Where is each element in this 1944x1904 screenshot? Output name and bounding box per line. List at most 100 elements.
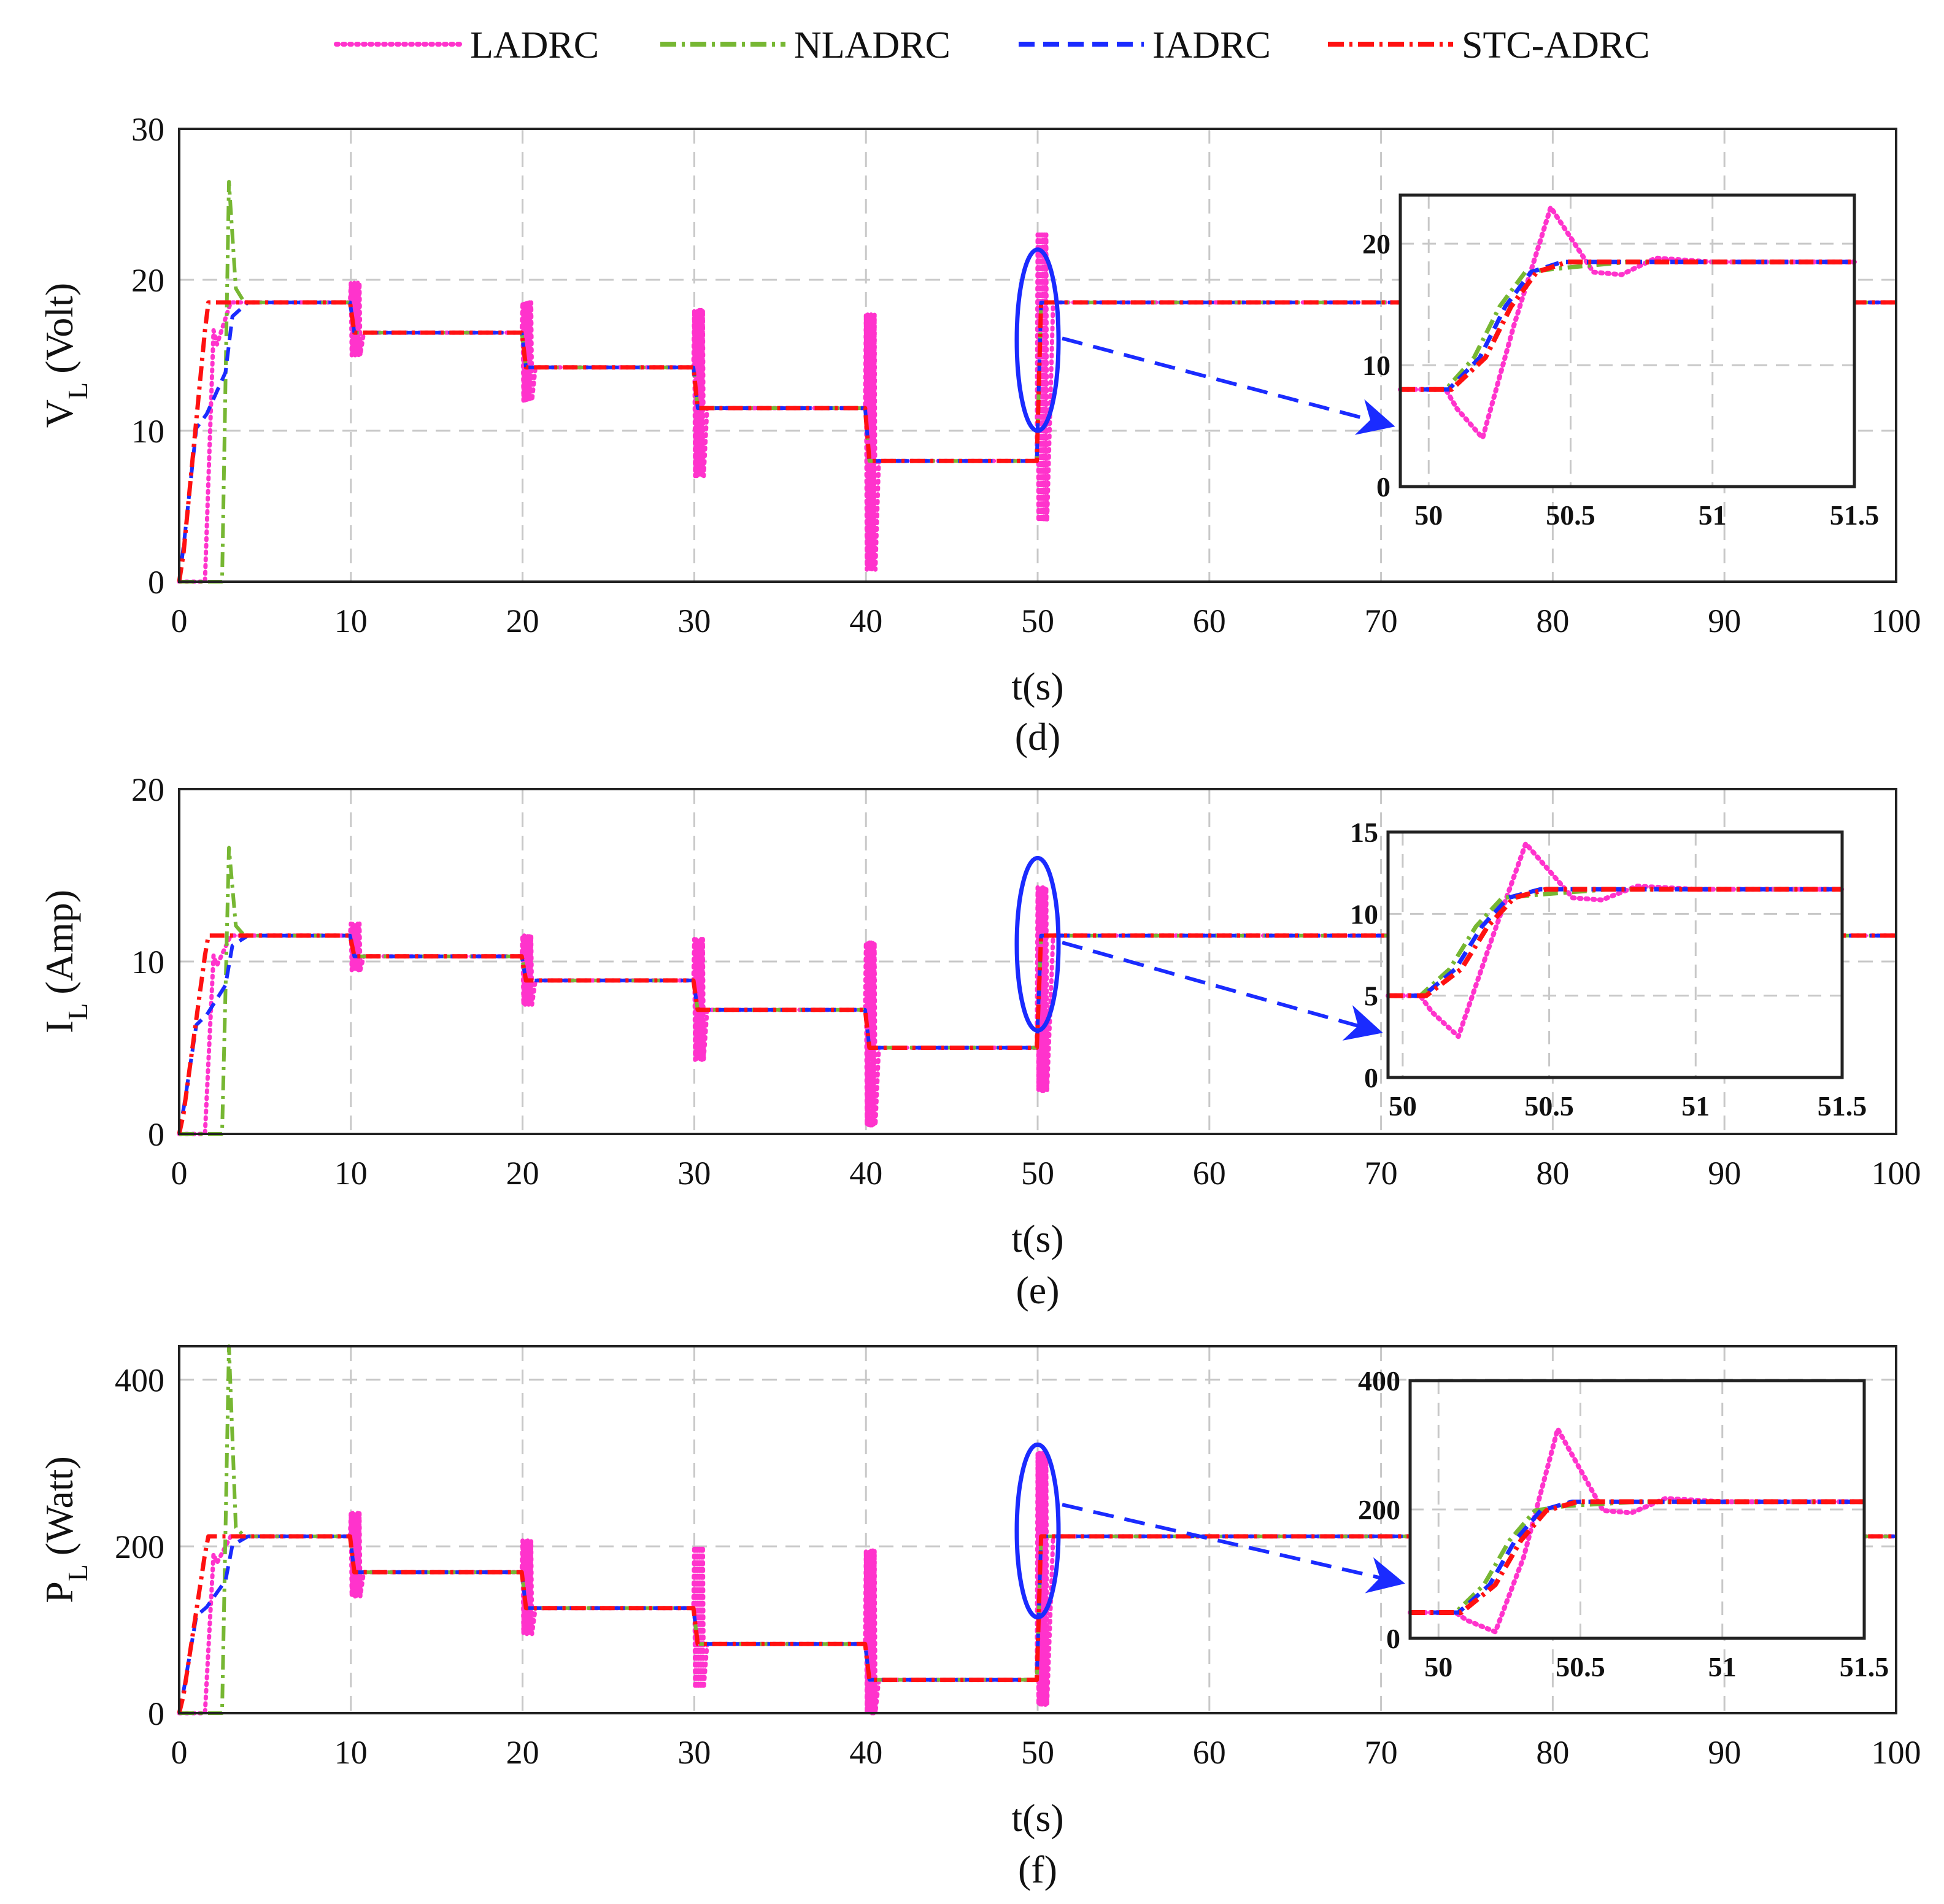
x-tick-labels: 0 10 20 30 40 50 60 70 80 90 100 bbox=[171, 603, 1921, 639]
inset-y-tick-label: 0 bbox=[1386, 1623, 1400, 1654]
inset-series-line-stc-adrc bbox=[1388, 887, 1842, 998]
x-tick-label: 40 bbox=[849, 1734, 882, 1771]
x-tick-label: 70 bbox=[1365, 1155, 1398, 1192]
y-axis-label: IL (Amp) bbox=[37, 890, 93, 1033]
series-line-iadrc bbox=[177, 300, 1896, 582]
legend-label-iadrc: IADRC bbox=[1152, 25, 1271, 66]
x-tick-labels: 0 10 20 30 40 50 60 70 80 90 100 bbox=[171, 1155, 1921, 1192]
y-tick-labels: 0 200 400 bbox=[115, 1362, 164, 1732]
inset-series-line-nladrc bbox=[1388, 887, 1842, 998]
inset-x-tick-labels: 50 50.5 51 51.5 bbox=[1414, 499, 1879, 531]
inset-series bbox=[1408, 1426, 1867, 1635]
y-tick-label: 400 bbox=[115, 1362, 164, 1398]
x-tick-label: 80 bbox=[1536, 1155, 1569, 1192]
main-axes-frame bbox=[178, 128, 1897, 583]
x-tick-label: 90 bbox=[1708, 603, 1741, 639]
inset-series-line-ladrc bbox=[1398, 204, 1857, 441]
inset-y-tick-labels: 0 10 20 bbox=[1362, 228, 1390, 503]
y-tick-label: 20 bbox=[131, 771, 164, 808]
inset-y-tick-label: 200 bbox=[1358, 1494, 1400, 1525]
x-axis-label: t(s) bbox=[1011, 665, 1063, 708]
y-tick-label: 0 bbox=[148, 1695, 164, 1732]
x-tick-label: 100 bbox=[1872, 603, 1921, 639]
y-tick-label: 0 bbox=[148, 564, 164, 601]
x-tick-label: 0 bbox=[171, 603, 188, 639]
y-label-main: I bbox=[37, 1020, 81, 1033]
inset-x-tick-label: 51 bbox=[1699, 499, 1727, 531]
x-axis-label: t(s) bbox=[1011, 1796, 1063, 1840]
x-tick-label: 20 bbox=[506, 1155, 539, 1192]
inset-x-tick-label: 51.5 bbox=[1840, 1651, 1889, 1682]
legend: LADRC NLADRC IADRC STC-ADRC bbox=[334, 25, 1650, 66]
zoom-inset: 50 50.5 51 51.5 0 200 400 bbox=[1358, 1365, 1889, 1682]
inset-background bbox=[1400, 195, 1854, 487]
inset-series-line-nladrc bbox=[1400, 260, 1854, 392]
legend-item-iadrc: IADRC bbox=[1019, 25, 1271, 66]
x-tick-label: 30 bbox=[677, 603, 711, 639]
inset-frame bbox=[1398, 193, 1856, 488]
y-tick-label: 30 bbox=[131, 111, 164, 148]
inset-y-tick-labels: 0 200 400 bbox=[1358, 1365, 1400, 1654]
x-tick-label: 60 bbox=[1193, 1155, 1226, 1192]
inset-y-tick-label: 10 bbox=[1350, 898, 1378, 930]
inset-series-line-stc-adrc bbox=[1400, 259, 1854, 392]
x-tick-labels: 0 10 20 30 40 50 60 70 80 90 100 bbox=[171, 1734, 1921, 1771]
inset-x-tick-label: 51 bbox=[1681, 1090, 1710, 1122]
legend-item-ladrc: LADRC bbox=[334, 25, 599, 66]
inset-grid bbox=[1388, 832, 1842, 1077]
inset-y-tick-label: 400 bbox=[1358, 1365, 1400, 1397]
inset-x-tick-label: 50 bbox=[1424, 1651, 1452, 1682]
x-tick-label: 60 bbox=[1193, 603, 1226, 639]
panel-caption: (e) bbox=[1016, 1268, 1059, 1312]
inset-series-line-stc-adrc bbox=[1410, 1499, 1864, 1615]
main-axes-frame bbox=[178, 788, 1897, 1135]
inset-x-tick-label: 51.5 bbox=[1830, 499, 1880, 531]
y-label-subscript: L bbox=[62, 1003, 93, 1020]
y-tick-label: 0 bbox=[148, 1116, 164, 1153]
y-label-unit: (Volt) bbox=[37, 283, 81, 374]
x-tick-label: 100 bbox=[1872, 1155, 1921, 1192]
y-label-subscript: L bbox=[62, 1564, 93, 1581]
panel-caption: (d) bbox=[1015, 715, 1061, 758]
legend-label-ladrc: LADRC bbox=[470, 25, 599, 66]
inset-series-line-iadrc bbox=[1400, 260, 1854, 392]
series-line-stc-adrc bbox=[177, 300, 1896, 582]
main-series bbox=[177, 846, 1899, 1136]
main-axes-frame bbox=[178, 1345, 1897, 1714]
main-series bbox=[177, 180, 1899, 584]
x-tick-label: 50 bbox=[1021, 1155, 1054, 1192]
inset-x-tick-label: 50.5 bbox=[1556, 1651, 1605, 1682]
y-label-main: V bbox=[37, 399, 81, 428]
zoom-inset: 50 50.5 51 51.5 0 5 10 15 bbox=[1350, 817, 1867, 1122]
zoom-arrow bbox=[1062, 1503, 1405, 1594]
panel-caption: (f) bbox=[1018, 1848, 1057, 1891]
y-tick-label: 10 bbox=[131, 413, 164, 450]
y-tick-labels: 0 10 20 bbox=[131, 771, 164, 1153]
x-axis-label: t(s) bbox=[1011, 1217, 1063, 1260]
x-tick-label: 30 bbox=[677, 1155, 711, 1192]
y-tick-labels: 0 10 20 30 bbox=[131, 111, 164, 601]
x-tick-label: 20 bbox=[506, 1734, 539, 1771]
x-tick-label: 50 bbox=[1021, 603, 1054, 639]
legend-label-nladrc: NLADRC bbox=[794, 25, 951, 66]
series-line-stc-adrc bbox=[177, 933, 1896, 1135]
x-tick-label: 80 bbox=[1536, 603, 1569, 639]
inset-y-tick-label: 5 bbox=[1364, 981, 1378, 1012]
y-label-unit: (Amp) bbox=[37, 890, 81, 995]
inset-x-tick-label: 51.5 bbox=[1818, 1090, 1867, 1122]
x-tick-label: 50 bbox=[1021, 1734, 1054, 1771]
x-tick-label: 40 bbox=[849, 603, 882, 639]
inset-x-tick-label: 50 bbox=[1389, 1090, 1417, 1122]
inset-y-tick-label: 0 bbox=[1364, 1062, 1378, 1093]
zoom-region-ellipse bbox=[1014, 247, 1061, 433]
x-tick-label: 90 bbox=[1708, 1734, 1741, 1771]
inset-series-line-iadrc bbox=[1410, 1499, 1864, 1615]
y-label-unit: (Watt) bbox=[37, 1456, 81, 1555]
x-tick-label: 70 bbox=[1365, 1734, 1398, 1771]
inset-y-tick-label: 15 bbox=[1350, 817, 1378, 848]
y-tick-label: 200 bbox=[115, 1528, 164, 1565]
inset-x-tick-label: 51 bbox=[1708, 1651, 1737, 1682]
